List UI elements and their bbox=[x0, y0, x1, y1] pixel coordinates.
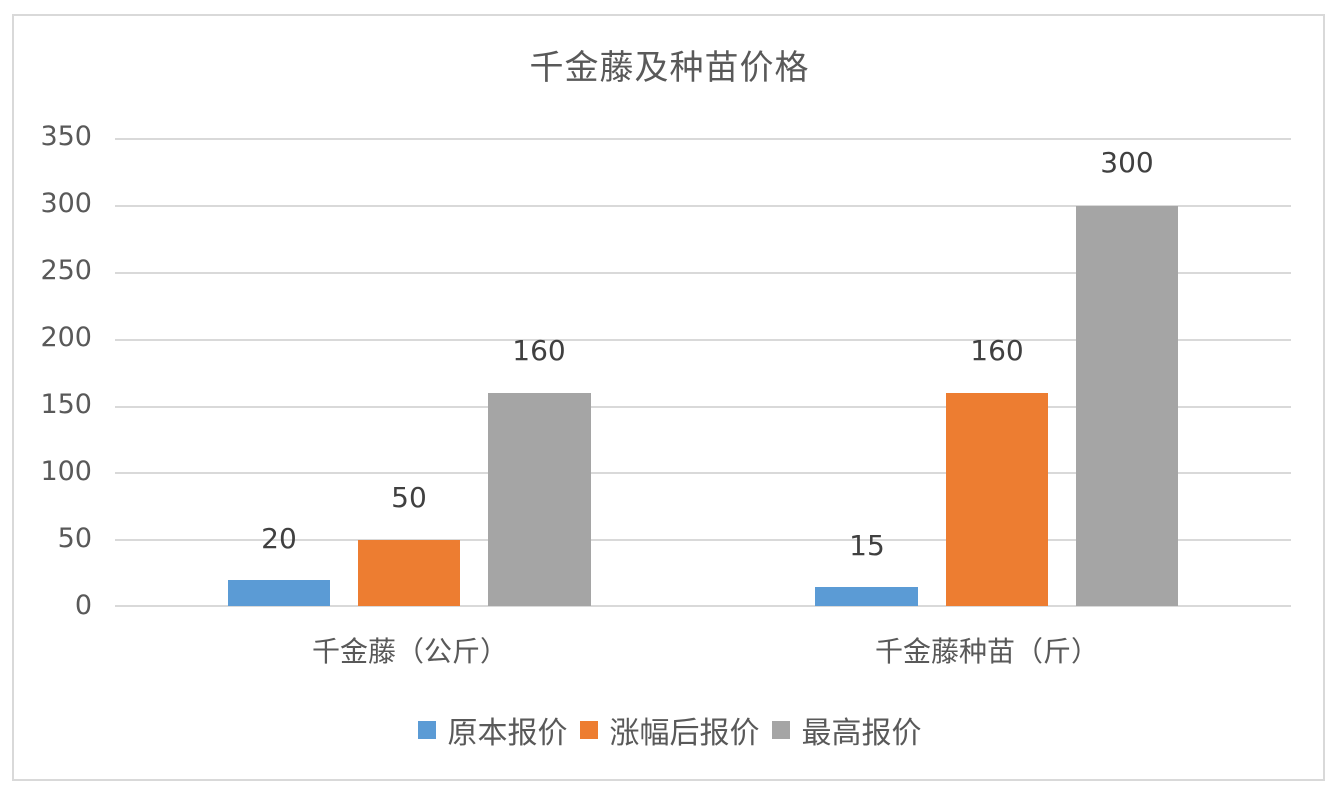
bar-highest-price-group2 bbox=[1076, 206, 1178, 606]
data-label-highest-group2: 300 bbox=[1100, 146, 1154, 179]
x-axis-line bbox=[115, 605, 1291, 607]
chart-title: 千金藤及种苗价格 bbox=[529, 48, 810, 88]
y-tick-200: 200 bbox=[40, 322, 92, 353]
legend-swatch-orange-icon bbox=[579, 721, 598, 739]
bar-increased-price-group1 bbox=[358, 540, 460, 606]
legend-swatch-blue-icon bbox=[417, 721, 436, 739]
legend-label: 原本报价 bbox=[447, 716, 568, 751]
data-label-original-group2: 15 bbox=[849, 529, 885, 562]
y-tick-100: 100 bbox=[40, 456, 92, 487]
gridline-200 bbox=[115, 339, 1291, 341]
legend-label: 最高报价 bbox=[801, 716, 922, 751]
gridline-350 bbox=[115, 138, 1291, 140]
data-label-highest-group1: 160 bbox=[512, 334, 566, 367]
y-tick-350: 350 bbox=[40, 121, 92, 152]
chart-legend: 原本报价 涨幅后报价 最高报价 bbox=[0, 708, 1339, 752]
legend-swatch-gray-icon bbox=[771, 721, 790, 739]
y-tick-50: 50 bbox=[57, 523, 92, 554]
bar-highest-price-group1 bbox=[488, 393, 591, 606]
bar-original-price-group1 bbox=[228, 580, 330, 606]
x-category-2: 千金藤种苗（斤） bbox=[874, 635, 1099, 668]
bar-increased-price-group2 bbox=[946, 393, 1048, 606]
legend-item-highest-price: 最高报价 bbox=[771, 708, 922, 752]
gridline-150 bbox=[115, 406, 1291, 408]
data-label-increased-group2: 160 bbox=[970, 334, 1024, 367]
legend-label: 涨幅后报价 bbox=[609, 716, 760, 751]
data-label-increased-group1: 50 bbox=[391, 481, 427, 514]
gridline-50 bbox=[115, 539, 1291, 541]
data-label-original-group1: 20 bbox=[261, 522, 297, 555]
gridline-300 bbox=[115, 205, 1291, 207]
y-tick-250: 250 bbox=[40, 255, 92, 286]
gridline-100 bbox=[115, 472, 1291, 474]
gridline-250 bbox=[115, 272, 1291, 274]
y-tick-300: 300 bbox=[40, 188, 92, 219]
legend-item-original-price: 原本报价 bbox=[417, 708, 568, 752]
y-tick-0: 0 bbox=[74, 590, 92, 621]
x-category-1: 千金藤（公斤） bbox=[311, 635, 508, 668]
legend-item-increased-price: 涨幅后报价 bbox=[579, 708, 760, 752]
y-tick-150: 150 bbox=[40, 389, 92, 420]
bar-original-price-group2 bbox=[815, 587, 918, 606]
